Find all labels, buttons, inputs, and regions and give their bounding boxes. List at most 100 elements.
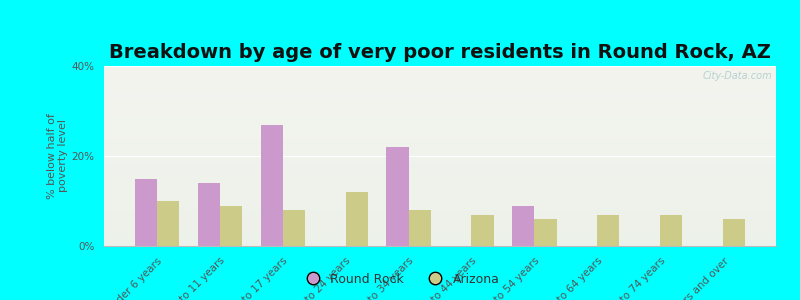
Bar bbox=[104, 79, 776, 80]
Bar bbox=[104, 131, 776, 133]
Bar bbox=[104, 197, 776, 199]
Bar bbox=[104, 80, 776, 83]
Bar bbox=[104, 244, 776, 246]
Bar bbox=[104, 137, 776, 139]
Bar bbox=[104, 217, 776, 219]
Bar bbox=[104, 172, 776, 173]
Bar bbox=[104, 95, 776, 97]
Bar bbox=[104, 124, 776, 126]
Bar bbox=[104, 117, 776, 119]
Bar bbox=[104, 84, 776, 86]
Bar bbox=[104, 126, 776, 128]
Bar bbox=[104, 191, 776, 193]
Bar bbox=[104, 122, 776, 124]
Bar bbox=[104, 175, 776, 177]
Bar bbox=[104, 241, 776, 242]
Bar bbox=[104, 73, 776, 75]
Bar bbox=[104, 204, 776, 206]
Bar bbox=[104, 82, 776, 84]
Bar bbox=[104, 190, 776, 191]
Bar bbox=[104, 162, 776, 164]
Bar bbox=[104, 181, 776, 182]
Bar bbox=[104, 152, 776, 153]
Title: Breakdown by age of very poor residents in Round Rock, AZ: Breakdown by age of very poor residents … bbox=[109, 43, 771, 62]
Bar bbox=[198, 183, 219, 246]
Bar bbox=[104, 215, 776, 217]
Bar bbox=[104, 193, 776, 195]
Bar bbox=[104, 168, 776, 169]
Bar bbox=[104, 77, 776, 79]
Bar bbox=[104, 93, 776, 95]
Bar bbox=[104, 206, 776, 208]
Bar bbox=[104, 182, 776, 184]
Bar bbox=[104, 86, 776, 88]
Bar bbox=[104, 150, 776, 152]
Bar bbox=[104, 128, 776, 130]
Bar bbox=[104, 146, 776, 148]
Bar bbox=[104, 166, 776, 168]
Bar bbox=[104, 210, 776, 212]
Bar bbox=[104, 119, 776, 121]
Bar bbox=[104, 169, 776, 172]
Bar bbox=[104, 186, 776, 188]
Bar bbox=[104, 155, 776, 157]
Bar bbox=[104, 75, 776, 77]
Bar bbox=[104, 68, 776, 70]
Bar bbox=[104, 213, 776, 215]
Bar bbox=[104, 202, 776, 204]
Bar bbox=[104, 88, 776, 90]
Bar bbox=[104, 106, 776, 108]
Bar bbox=[104, 188, 776, 190]
Bar bbox=[104, 70, 776, 71]
Bar bbox=[104, 135, 776, 137]
Bar bbox=[104, 113, 776, 115]
Legend: Round Rock, Arizona: Round Rock, Arizona bbox=[295, 268, 505, 291]
Bar bbox=[386, 147, 409, 246]
Bar bbox=[104, 139, 776, 140]
Bar bbox=[104, 219, 776, 220]
Bar bbox=[104, 222, 776, 224]
Bar bbox=[104, 212, 776, 213]
Bar bbox=[282, 210, 305, 246]
Bar bbox=[104, 157, 776, 159]
Bar bbox=[104, 108, 776, 109]
Bar bbox=[723, 219, 746, 246]
Bar bbox=[104, 130, 776, 131]
Bar bbox=[104, 179, 776, 181]
Bar bbox=[104, 173, 776, 175]
Bar bbox=[598, 214, 619, 246]
Bar bbox=[104, 239, 776, 241]
Bar bbox=[219, 206, 242, 246]
Bar bbox=[104, 228, 776, 230]
Bar bbox=[104, 235, 776, 237]
Bar bbox=[104, 208, 776, 210]
Bar bbox=[534, 219, 557, 246]
Bar bbox=[471, 214, 494, 246]
Bar bbox=[104, 242, 776, 244]
Bar bbox=[346, 192, 367, 246]
Bar bbox=[104, 230, 776, 232]
Bar bbox=[104, 177, 776, 179]
Bar bbox=[104, 160, 776, 162]
Bar bbox=[104, 200, 776, 202]
Bar bbox=[104, 224, 776, 226]
Bar bbox=[134, 178, 157, 246]
Bar bbox=[104, 102, 776, 104]
Bar bbox=[104, 144, 776, 146]
Bar bbox=[104, 140, 776, 142]
Bar bbox=[661, 214, 682, 246]
Bar bbox=[104, 121, 776, 122]
Y-axis label: % below half of
poverty level: % below half of poverty level bbox=[47, 113, 69, 199]
Bar bbox=[104, 184, 776, 186]
Bar bbox=[157, 201, 178, 246]
Bar bbox=[104, 110, 776, 112]
Bar bbox=[104, 159, 776, 161]
Bar bbox=[104, 233, 776, 235]
Bar bbox=[104, 195, 776, 197]
Bar bbox=[104, 133, 776, 135]
Bar bbox=[104, 66, 776, 68]
Bar bbox=[104, 90, 776, 92]
Bar bbox=[104, 112, 776, 113]
Bar bbox=[261, 124, 282, 246]
Bar bbox=[104, 71, 776, 73]
